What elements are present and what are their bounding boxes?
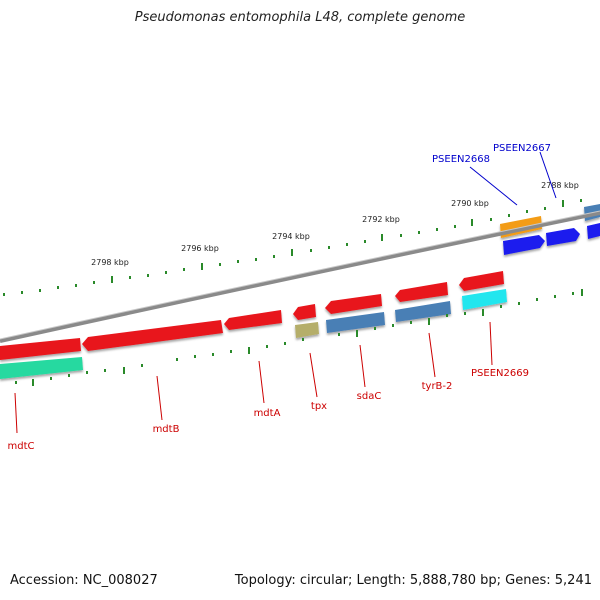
- gene-label-sdaC: sdaC: [357, 391, 382, 402]
- scale-label: 2794 kbp: [272, 232, 310, 241]
- leader-mdtC: [14, 392, 18, 434]
- reverse-strand-genes: [0, 271, 507, 379]
- scale-label: 2796 kbp: [181, 244, 219, 253]
- scale-label: 2790 kbp: [451, 199, 489, 208]
- scale-label: 2798 kbp: [91, 258, 129, 267]
- gene-mdtA[interactable]: [224, 310, 282, 330]
- gene-tpx[interactable]: [293, 304, 316, 320]
- gene-label-mdtC: mdtC: [8, 441, 35, 452]
- leader-lines: [14, 151, 557, 434]
- gene-mdtB[interactable]: [82, 320, 223, 351]
- leader-mdtB: [156, 375, 163, 421]
- genome-backbone: [0, 211, 600, 343]
- gene-steelblue[interactable]: [326, 312, 385, 333]
- scale-label: 2788 kbp: [541, 181, 579, 190]
- inner-minor-ticks: [15, 292, 574, 384]
- gene-forward-blue[interactable]: [587, 223, 600, 239]
- gene-olive[interactable]: [295, 322, 319, 338]
- gene-label-tyrB-2: tyrB-2: [422, 381, 453, 392]
- inner-scale-ring: [15, 289, 583, 386]
- leader-PSEEN2667: [539, 151, 557, 199]
- accession-text: Accession: NC_008027: [10, 573, 158, 588]
- scale-label: 2792 kbp: [362, 215, 400, 224]
- leader-mdtA: [258, 360, 265, 404]
- gene-mdtC[interactable]: [0, 338, 81, 360]
- gene-label-mdtA: mdtA: [254, 408, 281, 419]
- gene-green[interactable]: [0, 357, 83, 379]
- gene-labels: mdtC mdtB mdtA tpx sdaC tyrB-2 PSEEN2669…: [8, 143, 551, 452]
- leader-tyrB-2: [428, 332, 436, 378]
- gene-label-PSEEN2668: PSEEN2668: [432, 154, 490, 165]
- leader-PSEEN2668: [469, 166, 518, 206]
- genome-backbone-highlight: [0, 210, 600, 340]
- outer-minor-ticks: [3, 199, 582, 296]
- gene-PSEEN2669[interactable]: [459, 271, 504, 291]
- genome-summary-text: Topology: circular; Length: 5,888,780 bp…: [234, 573, 592, 588]
- gene-label-tpx: tpx: [311, 401, 327, 412]
- gene-forward-blue[interactable]: [546, 228, 580, 246]
- gene-tyrB-2[interactable]: [395, 282, 448, 302]
- inner-major-ticks: [32, 289, 583, 386]
- gene-sdaC[interactable]: [325, 294, 382, 314]
- map-title: Pseudomonas entomophila L48, complete ge…: [134, 10, 466, 25]
- outer-major-ticks: [111, 200, 564, 283]
- gene-forward-blue[interactable]: [503, 235, 545, 255]
- gene-steelblue[interactable]: [395, 301, 451, 322]
- outer-scale-ring: 2798 kbp 2796 kbp 2794 kbp 2792 kbp 2790…: [3, 181, 582, 296]
- leader-tpx: [309, 352, 318, 398]
- leader-PSEEN2669: [489, 321, 493, 366]
- gene-label-PSEEN2667: PSEEN2667: [493, 143, 551, 154]
- gene-label-PSEEN2669: PSEEN2669: [471, 368, 529, 379]
- gene-cyan[interactable]: [462, 289, 507, 310]
- gene-label-mdtB: mdtB: [153, 424, 180, 435]
- leader-sdaC: [359, 344, 366, 388]
- scale-labels: 2798 kbp 2796 kbp 2794 kbp 2792 kbp 2790…: [91, 181, 579, 267]
